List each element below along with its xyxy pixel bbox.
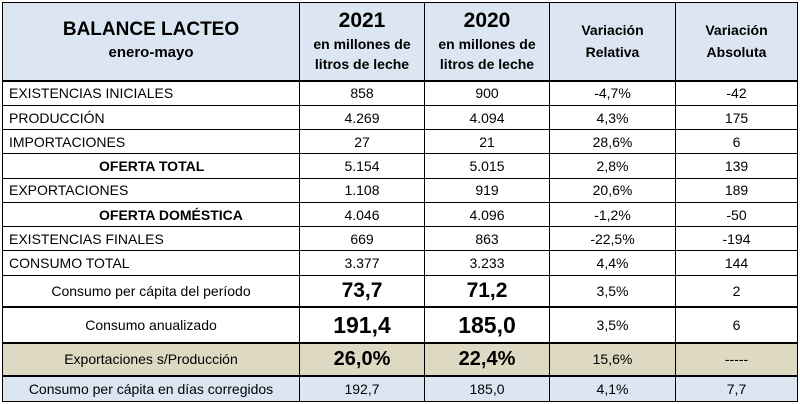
- value-2021: 669: [299, 226, 425, 252]
- row-label: EXISTENCIAS FINALES: [2, 226, 300, 252]
- header-var-abs-cell: Variación Absoluta: [675, 1, 798, 82]
- table-row: EXISTENCIAS INICIALES 858 900 -4,7% -42: [2, 80, 798, 107]
- row-label: EXPORTACIONES: [2, 177, 300, 203]
- row-label: PRODUCCIÓN: [2, 105, 300, 131]
- value-relative: 15,6%: [549, 342, 676, 377]
- table-row: IMPORTACIONES 27 21 28,6% 6: [2, 129, 798, 155]
- unit-2021-b: litros de leche: [314, 56, 410, 73]
- value-relative: 20,6%: [549, 177, 676, 203]
- value-2020: 185,0: [424, 306, 550, 345]
- value-2020: 4.094: [424, 105, 550, 131]
- value-2020: 21: [424, 129, 550, 155]
- value-absolute: 144: [675, 250, 798, 276]
- value-2020: 185,0: [424, 375, 550, 402]
- var-abs-a: Variación: [705, 22, 768, 39]
- value-relative: -4,7%: [549, 80, 676, 107]
- var-rel-b: Relativa: [585, 44, 640, 61]
- table-row: PRODUCCIÓN 4.269 4.094 4,3% 175: [2, 105, 798, 131]
- value-2021: 858: [299, 80, 425, 107]
- header-title-cell: BALANCE LACTEO enero-mayo: [2, 1, 300, 82]
- unit-2020-a: en millones de: [438, 36, 536, 53]
- value-2021: 5.154: [299, 153, 425, 179]
- exports-ratio-row: Exportaciones s/Producción 26,0% 22,4% 1…: [2, 342, 798, 377]
- value-relative: -1,2%: [549, 201, 676, 228]
- unit-2021-a: en millones de: [313, 36, 411, 53]
- per-capita-row: Consumo per cápita del período 73,7 71,2…: [2, 274, 798, 308]
- value-relative: 4,3%: [549, 105, 676, 131]
- row-label: Exportaciones s/Producción: [2, 342, 300, 377]
- row-label: OFERTA TOTAL: [2, 153, 300, 179]
- value-2021: 1.108: [299, 177, 425, 203]
- row-label: Consumo per cápita del período: [2, 274, 300, 308]
- var-abs-b: Absoluta: [706, 44, 767, 61]
- value-relative: 4,4%: [549, 250, 676, 276]
- value-2020: 5.015: [424, 153, 550, 179]
- table-title: BALANCE LACTEO: [62, 19, 240, 41]
- value-relative: 2,8%: [549, 153, 676, 179]
- table-row: EXPORTACIONES 1.108 919 20,6% 189: [2, 177, 798, 203]
- row-label: Consumo per cápita en días corregidos: [2, 375, 300, 402]
- value-2020: 3.233: [424, 250, 550, 276]
- value-2021: 3.377: [299, 250, 425, 276]
- year-2021: 2021: [338, 9, 386, 33]
- value-2020: 71,2: [424, 274, 550, 308]
- row-label: IMPORTACIONES: [2, 129, 300, 155]
- row-label: Consumo anualizado: [2, 306, 300, 345]
- value-2020: 900: [424, 80, 550, 107]
- value-2020: 919: [424, 177, 550, 203]
- value-absolute: 6: [675, 306, 798, 345]
- value-absolute: 6: [675, 129, 798, 155]
- value-2021: 4.269: [299, 105, 425, 131]
- header-2021-cell: 2021 en millones de litros de leche: [299, 1, 425, 82]
- value-relative: 3,5%: [549, 274, 676, 308]
- value-absolute: 2: [675, 274, 798, 308]
- table-row: CONSUMO TOTAL 3.377 3.233 4,4% 144: [2, 250, 798, 276]
- value-absolute: 189: [675, 177, 798, 203]
- value-2021: 27: [299, 129, 425, 155]
- value-absolute: 139: [675, 153, 798, 179]
- value-absolute: 7,7: [675, 375, 798, 402]
- table-row: EXISTENCIAS FINALES 669 863 -22,5% -194: [2, 226, 798, 252]
- value-absolute: -50: [675, 201, 798, 228]
- value-2021: 26,0%: [299, 342, 425, 377]
- header-var-rel-cell: Variación Relativa: [549, 1, 676, 82]
- value-absolute: -194: [675, 226, 798, 252]
- year-2020: 2020: [463, 9, 511, 33]
- row-label: CONSUMO TOTAL: [2, 250, 300, 276]
- table-row: OFERTA TOTAL 5.154 5.015 2,8% 139: [2, 153, 798, 179]
- value-absolute: 175: [675, 105, 798, 131]
- value-absolute: -42: [675, 80, 798, 107]
- row-label: OFERTA DOMÉSTICA: [2, 201, 300, 228]
- row-label: EXISTENCIAS INICIALES: [2, 80, 300, 107]
- header-2020-cell: 2020 en millones de litros de leche: [424, 1, 550, 82]
- value-2020: 4.096: [424, 201, 550, 228]
- value-2020: 22,4%: [424, 342, 550, 377]
- value-2021: 191,4: [299, 306, 425, 345]
- value-relative: -22,5%: [549, 226, 676, 252]
- value-2020: 863: [424, 226, 550, 252]
- value-absolute: -----: [675, 342, 798, 377]
- value-2021: 192,7: [299, 375, 425, 402]
- corrected-days-row: Consumo per cápita en días corregidos 19…: [2, 375, 798, 402]
- value-relative: 3,5%: [549, 306, 676, 345]
- unit-2020-b: litros de leche: [439, 56, 535, 73]
- value-relative: 4,1%: [549, 375, 676, 402]
- table-subtitle: enero-mayo: [108, 44, 194, 62]
- value-2021: 4.046: [299, 201, 425, 228]
- header-row: BALANCE LACTEO enero-mayo 2021 en millon…: [2, 1, 798, 82]
- table-row: OFERTA DOMÉSTICA 4.046 4.096 -1,2% -50: [2, 201, 798, 228]
- value-2021: 73,7: [299, 274, 425, 308]
- annualized-row: Consumo anualizado 191,4 185,0 3,5% 6: [2, 306, 798, 345]
- var-rel-a: Variación: [581, 22, 644, 39]
- value-relative: 28,6%: [549, 129, 676, 155]
